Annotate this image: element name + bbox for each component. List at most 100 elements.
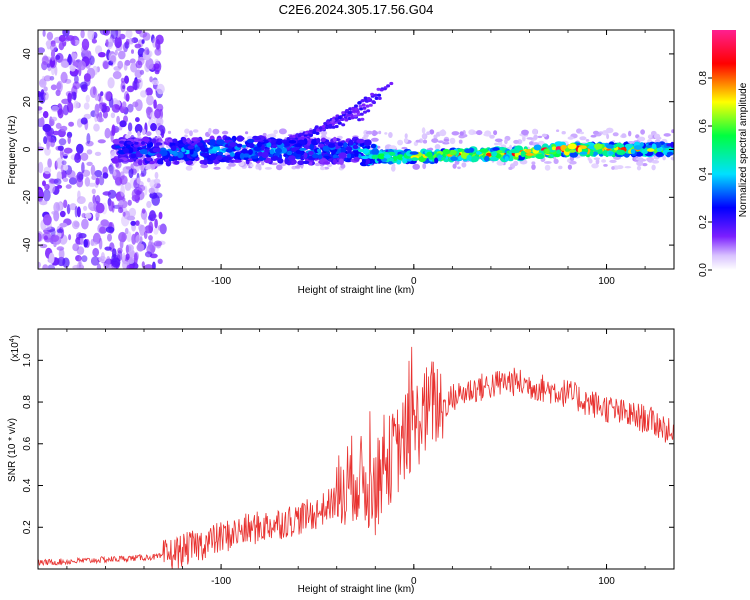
ridge-blob bbox=[172, 138, 178, 144]
ridge-blob bbox=[299, 147, 307, 151]
ridge-blob bbox=[545, 149, 550, 154]
streak-blob bbox=[379, 88, 384, 92]
noise-blob bbox=[62, 177, 69, 182]
ridge-blob bbox=[288, 140, 297, 144]
noise-blob bbox=[63, 199, 68, 209]
noise-blob bbox=[413, 141, 419, 147]
noise-blob bbox=[50, 234, 60, 242]
noise-blob bbox=[127, 199, 132, 206]
spectrogram-ylabel: Frequency (Hz) bbox=[7, 116, 18, 185]
ridge-blob bbox=[624, 143, 634, 149]
ridge-blob bbox=[242, 153, 250, 158]
ridge-blob bbox=[635, 151, 644, 157]
noise-blob bbox=[73, 100, 80, 109]
noise-blob bbox=[245, 131, 249, 135]
ridge-blob bbox=[126, 141, 134, 145]
noise-blob bbox=[47, 264, 56, 269]
noise-blob bbox=[590, 134, 597, 138]
noise-blob bbox=[655, 136, 662, 140]
ridge-blob bbox=[371, 148, 380, 155]
noise-blob bbox=[134, 79, 142, 84]
noise-blob bbox=[150, 123, 157, 132]
ridge-blob bbox=[246, 138, 255, 144]
ridge-blob bbox=[337, 142, 344, 147]
streak-blob bbox=[389, 81, 394, 86]
noise-blob bbox=[95, 202, 105, 214]
noise-blob bbox=[118, 50, 126, 60]
ridge-blob bbox=[332, 159, 338, 164]
ridge-blob bbox=[308, 161, 313, 166]
noise-blob bbox=[110, 112, 116, 119]
ridge-blob bbox=[169, 150, 177, 155]
streak-blob bbox=[363, 96, 368, 100]
spectrogram-ytick-label: 40 bbox=[22, 48, 33, 60]
noise-blob bbox=[579, 136, 587, 141]
noise-blob bbox=[72, 220, 80, 230]
noise-blob bbox=[99, 30, 109, 36]
noise-blob bbox=[74, 205, 78, 218]
noise-blob bbox=[371, 130, 378, 137]
noise-blob bbox=[208, 127, 212, 135]
noise-blob bbox=[38, 190, 44, 199]
noise-blob bbox=[39, 200, 48, 206]
streak-blob bbox=[350, 116, 355, 120]
noise-blob bbox=[53, 210, 60, 222]
streak-blob bbox=[316, 128, 321, 132]
noise-blob bbox=[153, 227, 159, 235]
noise-blob bbox=[663, 133, 671, 137]
ridge-blob bbox=[396, 154, 404, 161]
streak-blob bbox=[382, 87, 387, 91]
ridge-blob bbox=[470, 156, 479, 163]
snr-ytick-label: 0.8 bbox=[22, 395, 33, 409]
noise-blob bbox=[93, 123, 100, 132]
ridge-blob bbox=[406, 158, 413, 162]
noise-blob bbox=[142, 128, 146, 135]
spectrogram-marks bbox=[38, 30, 674, 269]
noise-blob bbox=[41, 55, 49, 66]
spectrogram-ytick-label: -40 bbox=[22, 237, 33, 252]
ridge-blob bbox=[284, 157, 289, 165]
streak-blob bbox=[334, 117, 339, 121]
noise-blob bbox=[258, 165, 262, 171]
noise-blob bbox=[51, 105, 60, 113]
streak-blob bbox=[309, 133, 313, 137]
noise-blob bbox=[443, 138, 450, 142]
noise-blob bbox=[54, 65, 58, 76]
ridge-blob bbox=[370, 143, 377, 149]
ridge-blob bbox=[212, 146, 218, 152]
noise-blob bbox=[184, 134, 188, 138]
noise-blob bbox=[404, 133, 408, 139]
colorbar-tick-label: 0.0 bbox=[698, 263, 709, 277]
noise-blob bbox=[624, 166, 632, 169]
noise-blob bbox=[91, 39, 97, 44]
noise-blob bbox=[483, 133, 491, 137]
ridge-blob bbox=[182, 137, 187, 144]
streak-blob bbox=[368, 103, 373, 107]
noise-blob bbox=[135, 234, 143, 245]
ridge-blob bbox=[286, 150, 293, 156]
ridge-blob bbox=[317, 148, 322, 153]
noise-blob bbox=[86, 133, 91, 145]
ridge-blob bbox=[358, 148, 364, 153]
noise-blob bbox=[81, 213, 87, 218]
snr-xtick-label: -100 bbox=[211, 576, 231, 587]
noise-blob bbox=[122, 211, 126, 217]
noise-blob bbox=[636, 157, 644, 161]
ridge-blob bbox=[641, 149, 648, 155]
noise-blob bbox=[365, 130, 374, 135]
ridge-blob bbox=[261, 151, 269, 159]
noise-blob bbox=[273, 129, 279, 135]
noise-blob bbox=[144, 47, 150, 56]
noise-blob bbox=[158, 211, 163, 220]
noise-blob bbox=[66, 131, 73, 139]
noise-blob bbox=[146, 94, 154, 106]
noise-blob bbox=[94, 111, 98, 123]
noise-blob bbox=[100, 252, 105, 262]
noise-blob bbox=[76, 246, 85, 255]
noise-blob bbox=[429, 129, 435, 135]
noise-blob bbox=[119, 120, 127, 128]
streak-blob bbox=[341, 123, 346, 127]
ridge-blob bbox=[510, 149, 520, 154]
streak-blob bbox=[359, 107, 364, 111]
noise-blob bbox=[153, 178, 161, 184]
